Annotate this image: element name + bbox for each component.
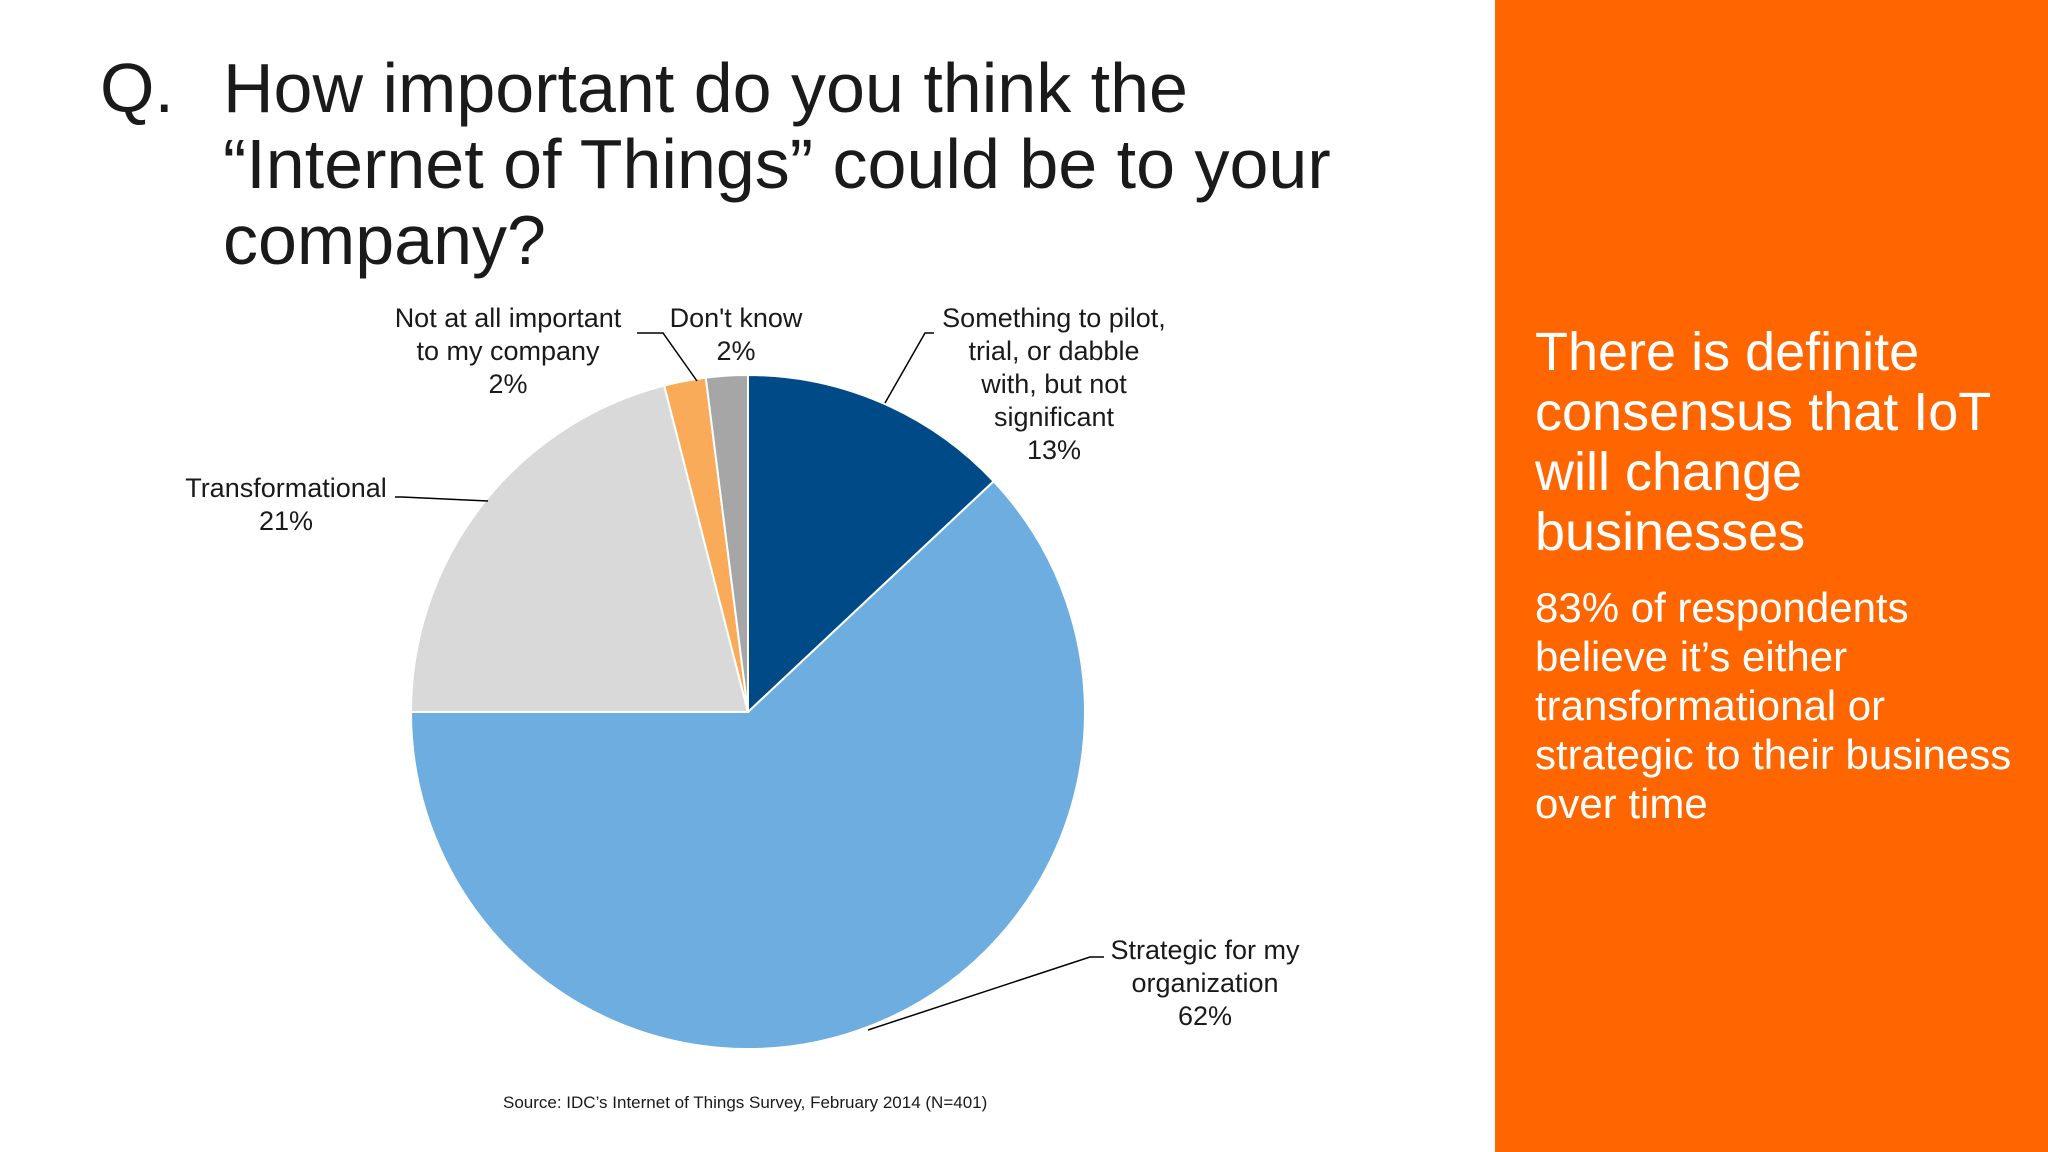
- sidebar-panel: [1495, 0, 2048, 1152]
- pie-slice: [747, 373, 996, 715]
- pie-chart: Something to pilot, trial, or dabble with,…: [0, 290, 1495, 1090]
- pie-slice: [409, 384, 750, 713]
- leader-line: [884, 332, 934, 404]
- question-label: Q.: [100, 49, 174, 127]
- slice-label: Don't know 2%: [670, 303, 803, 366]
- slice-label: Something to pilot, trial, or dabble with,…: [942, 303, 1166, 465]
- pie-slice: [704, 373, 749, 713]
- sidebar-headline: There is definite consensus that IoT wil…: [1535, 322, 1991, 562]
- question-title: How important do you think the “Internet…: [223, 49, 1331, 279]
- source-note: Source: IDC’s Internet of Things Survey,…: [503, 1093, 988, 1112]
- pie-slice: [409, 479, 1086, 1050]
- leader-line: [637, 332, 698, 382]
- leader-line: [395, 496, 489, 502]
- leader-line: [867, 956, 1104, 1031]
- slice-label: Strategic for my organization 62%: [1110, 935, 1300, 1031]
- slice-label: Transformational 21%: [185, 473, 387, 536]
- sidebar-subtext: 83% of respondents believe it’s either t…: [1535, 584, 2012, 827]
- slice-label: Not at all important to my company 2%: [395, 303, 622, 399]
- pie-chart-svg: Something to pilot, trial, or dabble with,…: [185, 303, 1300, 1050]
- slide-content-area: Q. How important do you think the “Inter…: [0, 49, 1495, 1112]
